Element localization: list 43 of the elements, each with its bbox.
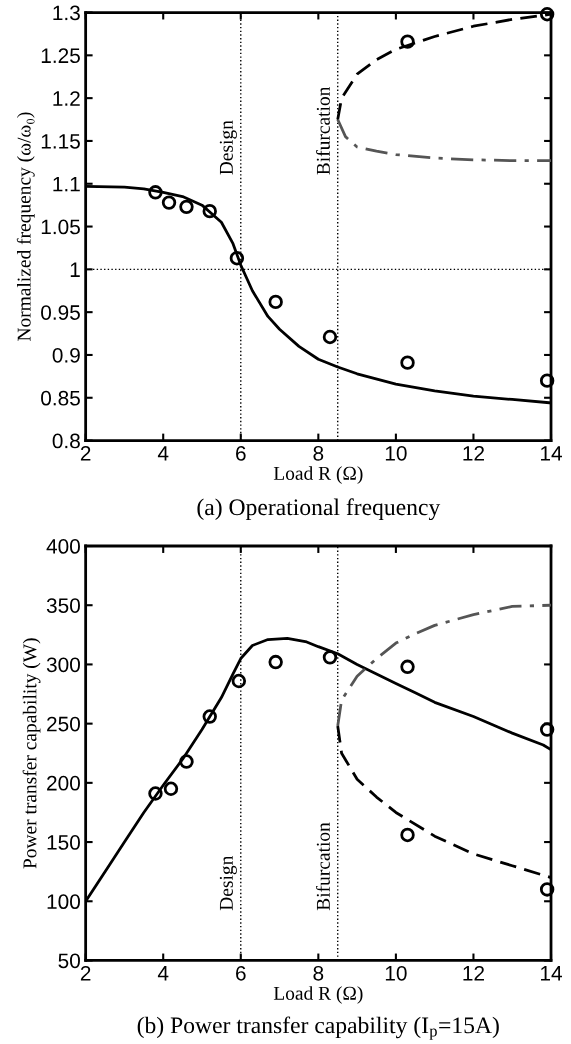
ref-line-label: Bifurcation	[316, 86, 330, 175]
y-tick-label: 1.15	[41, 134, 80, 149]
x-tick-label: 12	[463, 965, 484, 981]
x-tick-label: 4	[157, 966, 169, 981]
ref-line-label: Design	[219, 120, 237, 175]
x-tick-label: 2	[80, 965, 91, 981]
y-tick-label: 100	[47, 894, 80, 910]
x-tick-label: 14	[541, 966, 562, 981]
text: (a) Operational frequency	[197, 498, 441, 521]
x-tick-label: 10	[385, 445, 407, 461]
y-tick-label: 50	[58, 953, 80, 969]
x-tick-label: 12	[463, 445, 484, 461]
y-tick-label: 1.3	[53, 5, 80, 21]
y-tick-label: 1.05	[41, 219, 80, 235]
y-tick-label: 1.2	[53, 91, 80, 106]
ref-line-label: Design	[219, 855, 237, 911]
text: (b) Power transfer capability (I$_{p}$=15A)	[137, 1016, 499, 1040]
x-axis-title: Load R (Ω)	[273, 466, 363, 484]
y-tick-label: 0.95	[41, 305, 80, 320]
x-axis-title: Load R (Ω)	[273, 986, 363, 1004]
x-tick-label: 6	[236, 965, 246, 981]
x-tick-label: 10	[385, 965, 407, 981]
y-tick-label: 0.8	[52, 433, 80, 449]
ref-line-label: Bifurcation	[316, 822, 330, 911]
y-tick-label: 250	[47, 716, 80, 732]
x-tick-label: 8	[313, 445, 324, 461]
x-tick-label: 4	[157, 446, 169, 461]
x-tick-label: 6	[236, 445, 246, 461]
y-tick-label: 150	[47, 835, 80, 850]
y-tick-label: 0.85	[41, 390, 80, 406]
y-tick-label: 350	[46, 598, 80, 613]
y-tick-label: 300	[46, 657, 80, 673]
y-axis-title: Normalized frequency (ω/ω₀)	[16, 112, 35, 341]
y-tick-label: 200	[47, 775, 80, 791]
x-tick-label: 14	[541, 446, 562, 461]
y-tick-label: 0.9	[52, 347, 80, 363]
y-tick-label: 400	[46, 539, 80, 554]
y-tick-label: 1	[70, 262, 80, 277]
x-tick-label: 2	[80, 445, 91, 461]
y-tick-label: 1.1	[53, 176, 80, 192]
x-tick-label: 8	[313, 965, 324, 981]
y-tick-label: 1.25	[41, 48, 80, 64]
y-axis-title: Power transfer capability (W)	[22, 638, 41, 869]
